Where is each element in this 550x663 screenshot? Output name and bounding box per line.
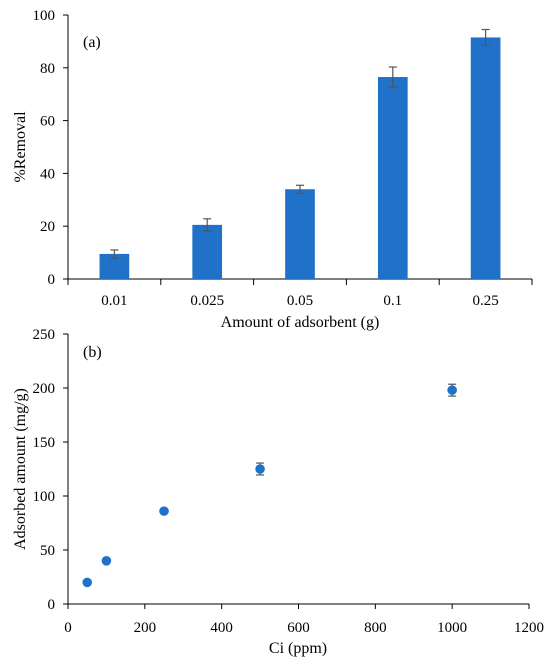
panel-b-y-tick-label: 250 [33, 327, 56, 343]
panel-b-x-ticks: 0 200 400 600 800 1000 1200 [64, 604, 544, 636]
panel-a-bar [192, 224, 223, 279]
panel-b-x-tick-label: 600 [287, 620, 310, 636]
panel-a-label: (a) [83, 34, 101, 51]
panel-b-x-tick-label: 1000 [437, 620, 467, 636]
panel-b-y-tick-label: 50 [40, 543, 55, 559]
panel-a-y-ticks: 0 20 40 60 80 100 [33, 8, 68, 288]
panel-a-bar-chart: 0 20 40 60 80 100 0.01 0.025 0.05 0.1 0.25 (a) %R… [12, 8, 533, 331]
panel-a-y-tick-label: 100 [33, 8, 56, 24]
panel-b-scatter-chart: 0 50 100 150 200 250 0 200 400 600 800 1000 1200 (b… [12, 327, 544, 657]
panel-a-x-tick-label: 0.025 [190, 293, 224, 309]
panel-a-x-axis-title: Amount of adsorbent (g) [221, 314, 380, 331]
panel-a-x-tick-label: 0.05 [287, 293, 313, 309]
panel-a-y-axis-title: %Removal [12, 111, 29, 183]
panel-a-error-bar [481, 28, 490, 46]
panel-b-error-bars [256, 383, 457, 476]
panel-a-x-tick-label: 0.01 [101, 293, 127, 309]
panel-b-y-tick-label: 100 [33, 489, 56, 505]
panel-b-points [82, 385, 457, 588]
panel-b-x-axis-title: Ci (ppm) [269, 640, 327, 657]
panel-b-x-tick-label: 1200 [514, 620, 544, 636]
panel-b-data-point [101, 556, 112, 566]
panel-a-bars [99, 37, 501, 279]
panel-a-y-tick-label: 60 [40, 114, 55, 130]
panel-a-error-bar [203, 218, 212, 232]
panel-a-y-tick-label: 80 [40, 61, 55, 77]
panel-a-error-bar [388, 66, 397, 88]
panel-a-y-tick-label: 20 [40, 219, 55, 235]
panel-b-y-axis-title: Adsorbed amount (mg/g) [12, 388, 29, 550]
panel-a-error-bars [110, 28, 490, 259]
panel-a-x-tick-label: 0.1 [383, 293, 402, 309]
panel-b-y-tick-label: 200 [33, 381, 56, 397]
panel-b-x-tick-label: 800 [364, 620, 387, 636]
panel-a-error-bar [296, 184, 304, 194]
panel-b-data-point [447, 385, 457, 395]
panel-b-x-tick-label: 200 [134, 620, 157, 636]
panel-b-y-tick-label: 150 [33, 435, 56, 451]
panel-b-data-point [255, 464, 265, 474]
panel-a-error-bar [110, 249, 119, 259]
panel-b-x-tick-label: 400 [210, 620, 233, 636]
panel-b-x-tick-label: 0 [64, 620, 72, 636]
panel-a-x-ticks: 0.01 0.025 0.05 0.1 0.25 [67, 279, 533, 309]
panel-a-bar [470, 37, 501, 279]
panel-a-y-tick-label: 0 [48, 272, 56, 288]
panel-b-label: (b) [83, 344, 102, 361]
panel-a-y-tick-label: 40 [40, 166, 55, 182]
panel-a-x-tick-label: 0.25 [472, 293, 498, 309]
panel-a-bar [285, 189, 315, 279]
panel-b-data-point [82, 577, 93, 588]
panel-b-y-ticks: 0 50 100 150 200 250 [33, 327, 68, 613]
panel-b-y-tick-label: 0 [48, 597, 56, 613]
panel-b-data-point [159, 506, 169, 516]
panel-a-bar [377, 77, 408, 279]
